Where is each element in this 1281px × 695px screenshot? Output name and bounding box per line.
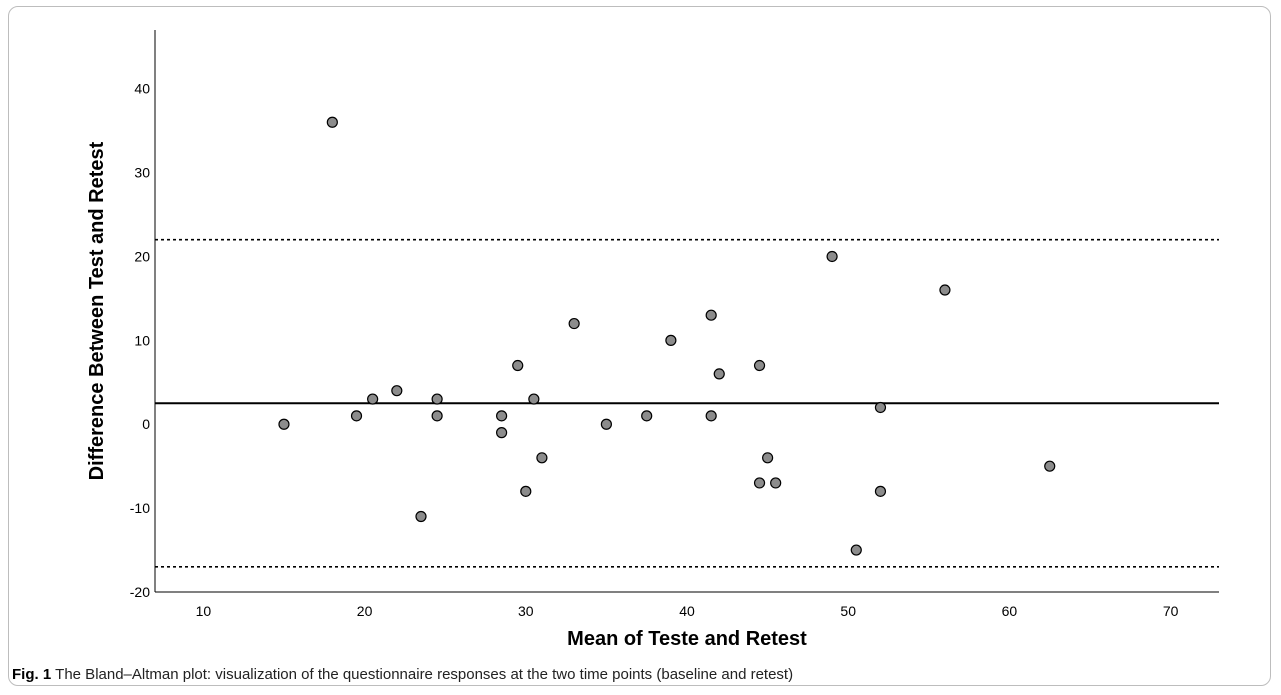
data-point — [600, 418, 612, 430]
data-point — [641, 410, 653, 422]
data-point — [705, 309, 717, 321]
data-point — [713, 368, 725, 380]
data-point — [665, 334, 677, 346]
axes — [154, 30, 1219, 593]
data-point — [826, 250, 838, 263]
x-tick-label: 50 — [840, 603, 856, 619]
y-tick-label: 30 — [134, 165, 150, 181]
data-points — [278, 116, 1056, 556]
x-ticks: 10 20 30 40 50 60 70 — [196, 603, 1179, 619]
data-point — [874, 401, 887, 414]
data-point — [326, 116, 338, 128]
x-tick-label: 30 — [518, 603, 534, 619]
data-point — [278, 418, 290, 430]
y-tick-label: 20 — [134, 248, 150, 264]
x-tick-label: 10 — [196, 603, 212, 619]
data-point — [536, 452, 548, 464]
x-tick-label: 70 — [1163, 603, 1179, 619]
data-point — [367, 393, 379, 405]
data-point — [520, 485, 532, 497]
y-tick-label: 0 — [142, 416, 150, 432]
data-point — [753, 359, 766, 372]
y-tick-label: 10 — [134, 332, 150, 348]
figure-frame — [8, 6, 1271, 686]
y-axis-title: Difference Between Test and Retest — [86, 141, 108, 480]
x-axis-title: Mean of Teste and Retest — [567, 628, 807, 650]
data-point — [431, 393, 443, 405]
y-tick-label: -10 — [130, 500, 150, 516]
data-point — [1044, 460, 1056, 472]
x-tick-label: 20 — [357, 603, 373, 619]
data-point — [753, 477, 766, 489]
y-tick-label: 40 — [134, 81, 150, 97]
data-point — [874, 485, 887, 497]
figure-caption-text: The Bland–Altman plot: visualization of … — [55, 666, 794, 683]
data-point — [431, 410, 443, 422]
data-point — [350, 410, 363, 422]
y-ticks: -20 -10 0 10 20 30 40 — [130, 81, 150, 600]
data-point — [568, 317, 580, 330]
data-point — [496, 427, 508, 439]
data-point — [762, 452, 774, 464]
data-point — [512, 359, 524, 372]
data-point — [770, 477, 782, 489]
data-point — [496, 410, 508, 422]
figure-caption: Fig. 1 The Bland–Altman plot: visualizati… — [12, 666, 793, 683]
reference-lines — [155, 238, 1219, 568]
data-point — [850, 544, 862, 556]
y-tick-label: -20 — [130, 584, 150, 600]
data-point — [415, 510, 427, 523]
x-tick-label: 60 — [1002, 603, 1018, 619]
x-tick-label: 40 — [679, 603, 695, 619]
figure-label: Fig. 1 — [12, 666, 52, 683]
data-point — [705, 410, 717, 422]
data-point — [528, 393, 540, 405]
data-point — [391, 385, 403, 397]
data-point — [939, 284, 951, 296]
